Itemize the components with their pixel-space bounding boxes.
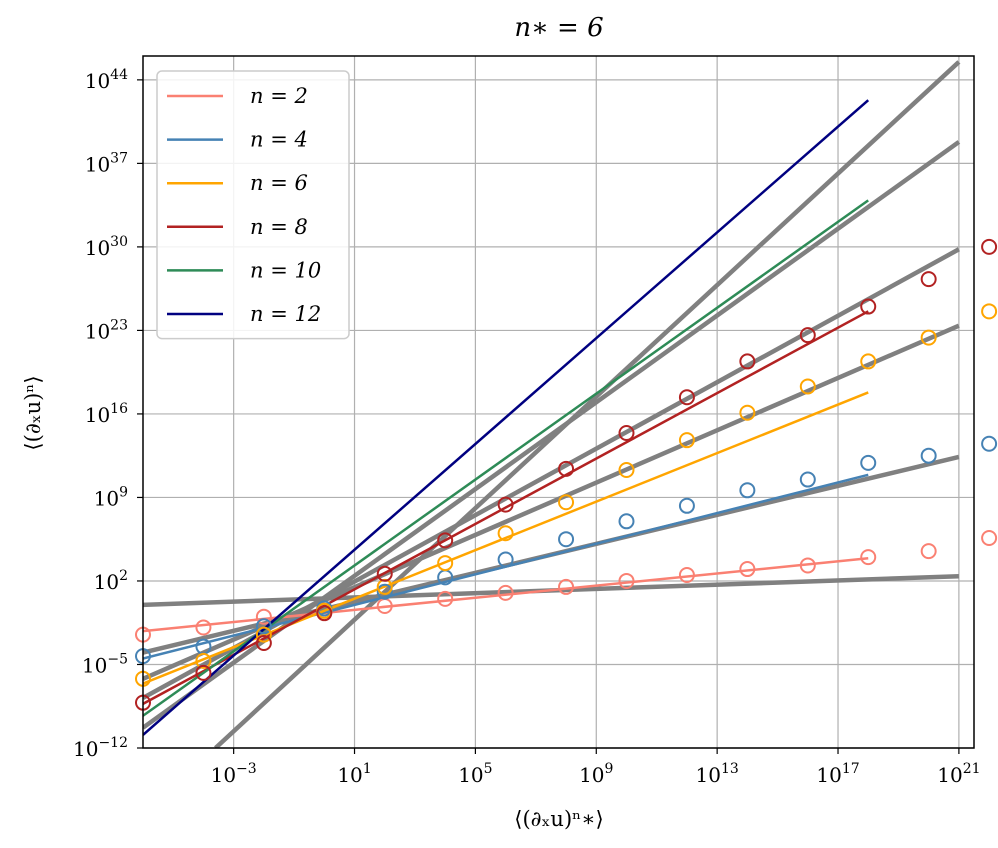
legend-label: n = 10	[250, 258, 321, 282]
data-point-marker	[981, 435, 998, 452]
data-point-marker	[920, 329, 937, 346]
data-point-marker	[618, 462, 635, 479]
data-point-marker	[618, 425, 635, 442]
plot-frame	[142, 55, 975, 749]
data-point-marker	[618, 513, 635, 530]
x-tick-label: 1017	[816, 761, 859, 787]
reference-line	[213, 60, 961, 748]
y-tick-label: 1016	[85, 401, 128, 427]
data-point-marker	[860, 454, 877, 471]
y-tick-label: 10−12	[73, 735, 128, 761]
data-point-marker	[739, 561, 756, 578]
series-line	[143, 99, 870, 736]
legend-box	[156, 70, 350, 340]
data-point-marker	[860, 353, 877, 370]
series-line	[143, 310, 869, 705]
data-point-marker	[920, 447, 937, 464]
data-point-marker	[860, 298, 877, 315]
legend-label: n = 8	[250, 215, 308, 239]
data-point-marker	[497, 551, 514, 568]
data-point-marker	[437, 555, 454, 572]
data-point-marker	[799, 327, 816, 344]
data-point-marker	[558, 578, 575, 595]
data-point-marker	[376, 565, 393, 582]
data-point-marker	[497, 496, 514, 513]
data-point-marker	[981, 238, 998, 255]
x-tick-label: 10−3	[211, 761, 257, 787]
data-point-marker	[558, 460, 575, 477]
legend-label: n = 12	[250, 302, 321, 326]
data-point-marker	[316, 605, 333, 622]
y-tick-label: 109	[94, 484, 128, 510]
data-point-marker	[437, 590, 454, 607]
x-tick-label: 105	[458, 761, 492, 787]
data-point-marker	[558, 494, 575, 511]
y-tick-label: 102	[94, 568, 128, 594]
data-point-marker	[678, 389, 695, 406]
x-axis-label: ⟨(∂ₓu)ⁿ∗⟩	[514, 807, 603, 831]
data-point-marker	[558, 531, 575, 548]
legend: n = 2 n = 4 n = 6 n = 8 n = 10 n = 12	[156, 70, 350, 340]
data-point-marker	[678, 497, 695, 514]
data-point-marker	[799, 557, 816, 574]
data-point-marker	[376, 583, 393, 600]
data-point-marker	[618, 572, 635, 589]
data-point-marker	[195, 652, 212, 669]
data-point-marker	[255, 618, 272, 635]
data-point-marker	[981, 530, 998, 547]
data-point-marker	[195, 619, 212, 636]
data-point-marker	[255, 608, 272, 625]
data-point-marker	[739, 353, 756, 370]
data-point-marker	[799, 378, 816, 395]
x-tick-label: 1013	[696, 761, 739, 787]
y-tick-label: 1023	[85, 317, 128, 343]
data-point-marker	[195, 664, 212, 681]
data-point-marker	[255, 635, 272, 652]
series-markers	[135, 238, 998, 711]
y-tick-label: 1030	[85, 234, 128, 260]
data-point-marker	[497, 584, 514, 601]
data-point-marker	[739, 482, 756, 499]
y-tick-label: 1044	[85, 67, 128, 93]
y-tick-label: 10−5	[82, 651, 128, 677]
x-tick-label: 1021	[937, 761, 980, 787]
data-point-marker	[497, 525, 514, 542]
data-point-marker	[860, 549, 877, 566]
legend-label: n = 4	[250, 128, 308, 152]
data-point-marker	[739, 404, 756, 421]
legend-label: n = 2	[250, 84, 308, 108]
data-point-marker	[678, 567, 695, 583]
axes-frame	[137, 55, 975, 754]
data-point-marker	[255, 626, 272, 643]
tick-labels: 10−3 101 105 109 1013 1017 1021 10−12 10−5 102 109…	[73, 67, 981, 787]
data-point-marker	[437, 532, 454, 549]
chart-title: n∗ = 6	[514, 13, 603, 43]
y-tick-label: 1037	[85, 150, 128, 176]
x-tick-label: 109	[579, 761, 613, 787]
data-point-marker	[678, 432, 695, 449]
data-point-marker	[799, 471, 816, 488]
data-point-marker	[981, 303, 998, 320]
x-tick-label: 101	[337, 761, 371, 787]
legend-label: n = 6	[250, 171, 308, 195]
y-axis-label: ⟨(∂ₓu)ⁿ⟩	[21, 375, 45, 450]
data-point-marker	[920, 543, 937, 560]
data-point-marker	[920, 271, 937, 288]
